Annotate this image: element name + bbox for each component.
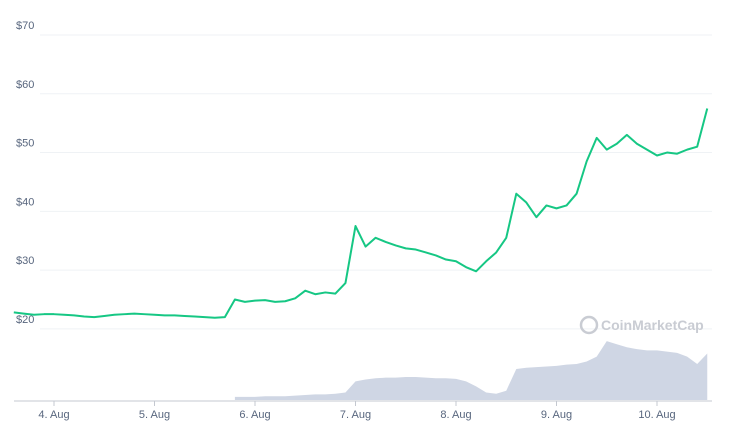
x-tick-label: 5. Aug xyxy=(139,409,170,421)
x-tick-label: 9. Aug xyxy=(541,409,572,421)
x-tick-label: 7. Aug xyxy=(340,409,371,421)
y-tick-label: $60 xyxy=(16,79,34,91)
y-tick-label: $40 xyxy=(16,196,34,208)
x-tick-label: 10. Aug xyxy=(638,409,675,421)
x-tick-label: 8. Aug xyxy=(440,409,471,421)
y-tick-label: $30 xyxy=(16,255,34,267)
price-line xyxy=(13,108,709,319)
y-tick-label: $70 xyxy=(16,20,34,32)
y-tick-label: $50 xyxy=(16,138,34,150)
volume-area xyxy=(234,341,708,400)
y-tick-label: $20 xyxy=(16,314,34,326)
watermark: CoinMarketCap xyxy=(579,315,704,335)
watermark-text: CoinMarketCap xyxy=(601,317,704,333)
x-tick-label: 4. Aug xyxy=(38,409,69,421)
x-tick-label: 6. Aug xyxy=(239,409,270,421)
watermark-logo xyxy=(579,315,599,335)
